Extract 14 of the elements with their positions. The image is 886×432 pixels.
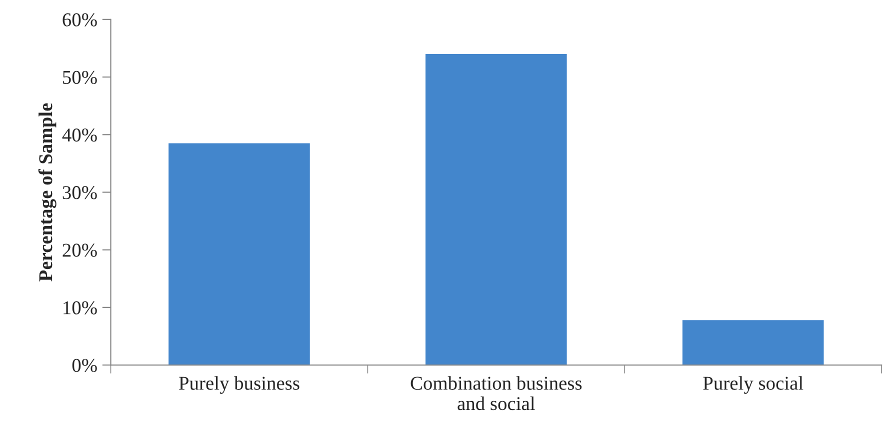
bar (426, 54, 567, 366)
x-tick-label: Purely social (703, 376, 804, 394)
bar (682, 320, 824, 366)
y-axis-title: Percentage of Sample (38, 103, 56, 282)
x-tick-label: Combination business and social (410, 376, 582, 410)
y-tick-label: 40% (62, 128, 97, 142)
bar (168, 143, 310, 366)
y-tick-label: 30% (62, 186, 97, 200)
x-tick-label: Purely business (179, 376, 300, 394)
y-tick-label: 20% (62, 244, 97, 257)
y-tick-label: 0% (72, 358, 97, 372)
y-tick-label: 60% (62, 13, 97, 26)
y-tick-label: 50% (63, 70, 97, 84)
y-tick-label: 10% (64, 301, 97, 314)
